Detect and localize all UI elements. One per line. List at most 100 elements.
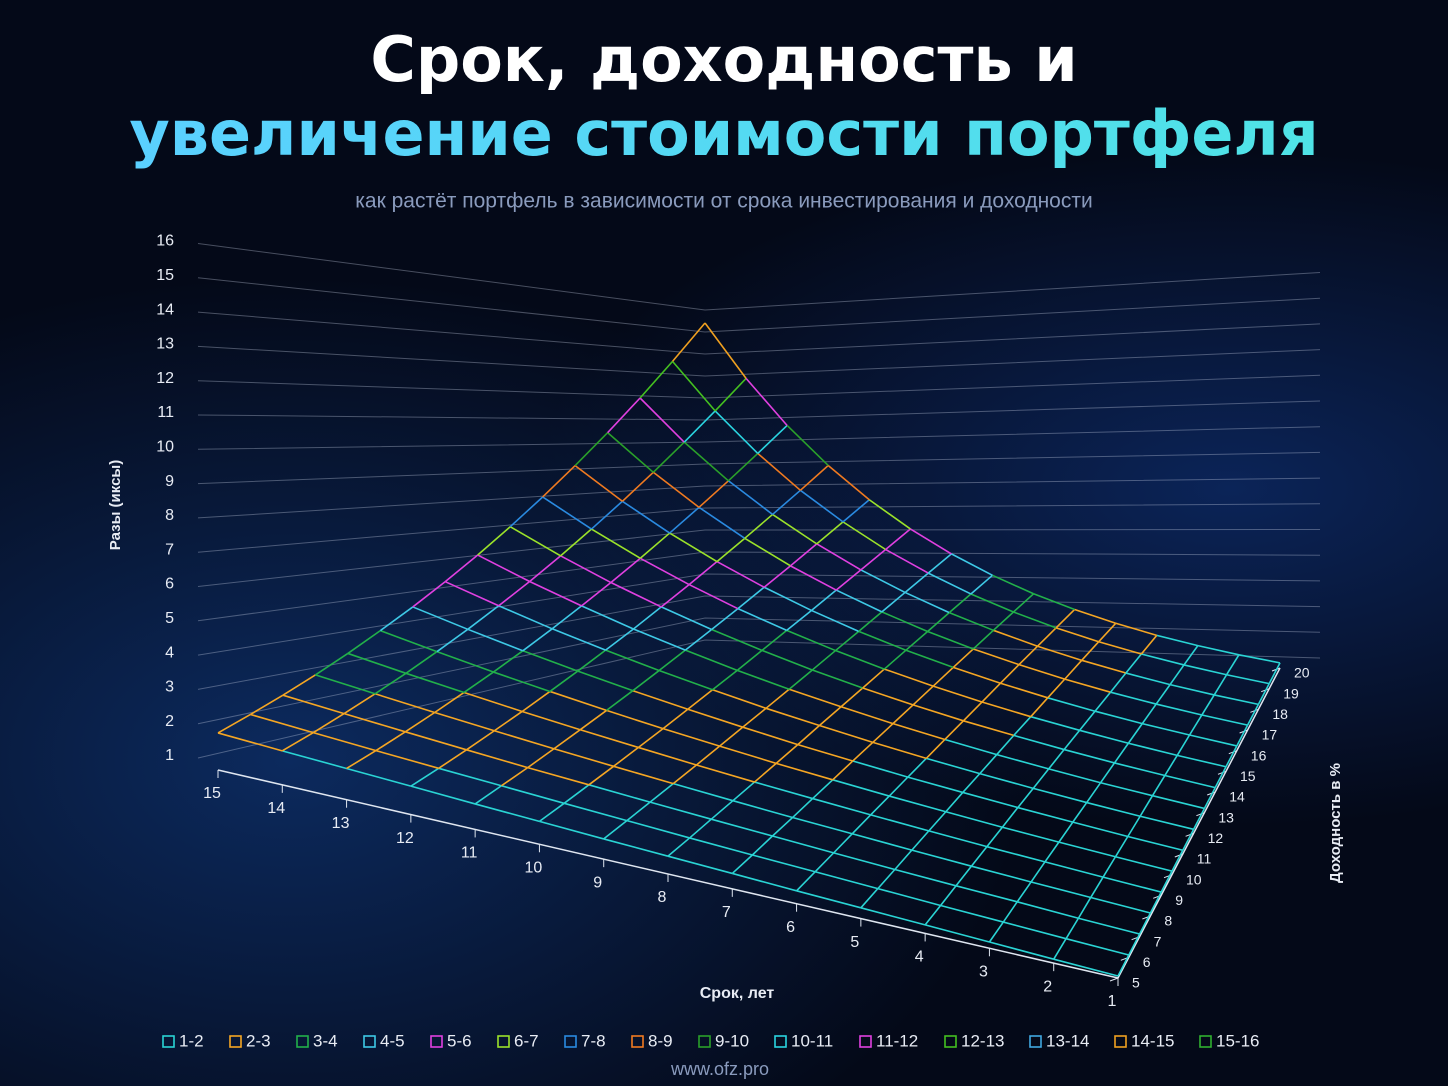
surface-segment — [775, 762, 833, 781]
surface-segment — [851, 814, 872, 835]
surface-segment — [1109, 672, 1127, 693]
legend-label: 15-16 — [1216, 1031, 1259, 1050]
surface-segment — [962, 701, 983, 722]
surface-segment — [912, 704, 964, 722]
surface-segment — [763, 565, 791, 588]
surface-segment — [1155, 703, 1203, 716]
z-tick-label: 16 — [156, 233, 174, 250]
y-tick-label: 16 — [1251, 747, 1267, 763]
surface-segment — [698, 480, 729, 508]
grid-line — [197, 503, 1321, 553]
y-tick — [1185, 832, 1194, 837]
surface-segment — [786, 629, 836, 652]
legend-label: 2-3 — [246, 1031, 271, 1050]
surface-segment — [1003, 921, 1067, 940]
surface-segment — [315, 674, 376, 695]
surface-segment — [797, 724, 820, 746]
surface-segment — [474, 803, 540, 823]
surface-segment — [673, 782, 734, 802]
surface-segment — [658, 649, 686, 672]
surface-segment — [924, 924, 990, 943]
surface-segment — [688, 583, 739, 610]
surface-segment — [835, 630, 860, 652]
x-tick-label: 8 — [658, 889, 667, 906]
surface-segment — [711, 608, 739, 631]
surface-segment — [1063, 729, 1081, 751]
surface-segment — [737, 607, 788, 632]
surface-segment — [1100, 781, 1153, 797]
surface-segment — [1065, 937, 1130, 956]
surface-segment — [1214, 694, 1259, 706]
surface-segment — [667, 837, 691, 857]
legend-swatch — [698, 1035, 711, 1048]
surface-segment — [732, 799, 793, 819]
surface-segment — [613, 765, 674, 785]
surface-segment — [580, 728, 639, 749]
surface-segment — [951, 553, 993, 577]
surface-segment — [1138, 912, 1152, 935]
surface-segment — [1201, 694, 1215, 716]
surface-segment — [1203, 787, 1216, 809]
surface-segment — [500, 766, 529, 787]
surface-segment — [1139, 795, 1154, 817]
surface-segment — [1164, 774, 1216, 789]
surface-segment — [549, 670, 579, 693]
surface-segment — [788, 669, 813, 690]
surface-segment — [711, 818, 773, 837]
surface-segment — [605, 649, 660, 672]
surface-segment — [603, 838, 669, 857]
surface-segment — [632, 689, 689, 711]
legend-label: 7-8 — [581, 1031, 606, 1050]
legend-swatch — [296, 1035, 309, 1048]
surface-segment — [860, 548, 887, 571]
grid-line — [197, 311, 1321, 355]
surface-segment — [669, 532, 718, 563]
surface-segment — [379, 606, 414, 632]
surface-segment — [1055, 627, 1099, 643]
surface-segment — [410, 785, 476, 805]
surface-segment — [973, 648, 1020, 666]
surface-segment — [626, 801, 651, 822]
surface-segment — [380, 629, 438, 653]
surface-segment — [621, 471, 654, 502]
surface-segment — [639, 397, 685, 443]
surface-segment — [1086, 801, 1141, 818]
surface-segment — [932, 685, 983, 703]
surface-segment — [639, 557, 690, 586]
surface-segment — [811, 649, 837, 671]
surface-segment — [1268, 662, 1281, 684]
surface-segment — [858, 630, 907, 651]
grid-line — [197, 400, 1321, 421]
y-tick-label: 8 — [1164, 913, 1172, 929]
surface-segment — [527, 766, 590, 786]
surface-segment — [737, 586, 765, 610]
surface-segment — [521, 710, 581, 731]
surface-segment — [1113, 742, 1130, 764]
surface-segment — [1140, 634, 1158, 655]
surface-segment — [1064, 678, 1111, 693]
surface-segment — [632, 669, 660, 692]
surface-segment — [405, 672, 465, 694]
surface-segment — [1149, 891, 1162, 914]
surface-segment — [607, 397, 641, 434]
surface-segment — [795, 871, 816, 892]
surface-segment — [1044, 861, 1104, 878]
surface-segment — [714, 377, 747, 412]
surface-segment — [1114, 836, 1129, 858]
surface-segment — [772, 835, 834, 854]
legend-swatch — [363, 1035, 376, 1048]
surface-segment — [542, 465, 576, 498]
surface-segment — [1110, 691, 1157, 705]
surface-segment — [542, 496, 592, 530]
y-tick-label: 5 — [1132, 975, 1140, 991]
surface-segment — [1099, 762, 1116, 784]
surface-segment — [858, 611, 883, 632]
surface-segment — [1127, 815, 1141, 837]
y-tick-label: 11 — [1197, 851, 1212, 867]
surface-segment — [1047, 678, 1066, 699]
surface-segment — [955, 865, 973, 887]
surface-segment — [1081, 641, 1100, 661]
grid-line — [197, 595, 1321, 690]
surface-segment — [790, 565, 837, 591]
surface-segment — [870, 795, 890, 816]
